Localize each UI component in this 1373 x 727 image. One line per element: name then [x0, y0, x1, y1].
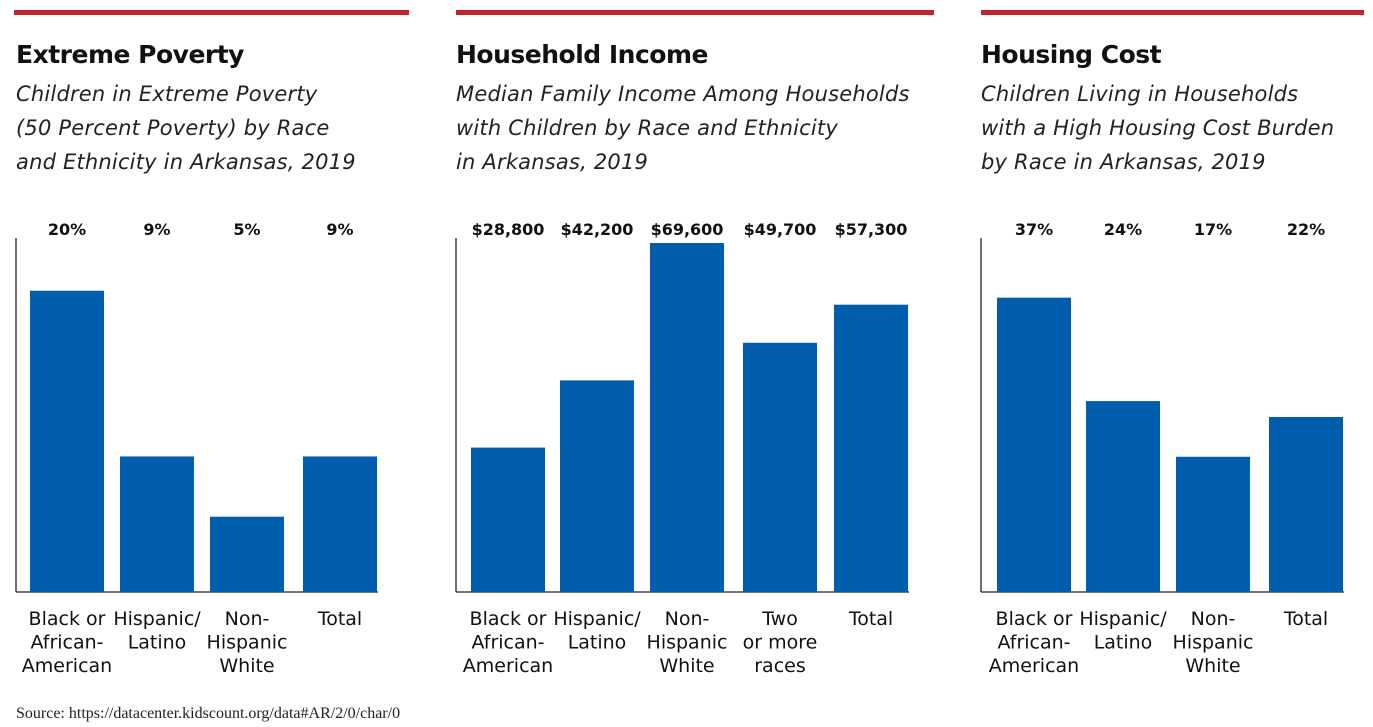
category-label-line: White	[219, 655, 274, 677]
category-label-line: Non-	[1191, 608, 1236, 630]
category-label-line: Black or	[29, 608, 106, 630]
panel-extreme-poverty: Extreme Poverty Children in Extreme Pove…	[14, 0, 411, 700]
accent-rule	[14, 10, 409, 15]
category-label-line: American	[22, 655, 112, 677]
value-label: $57,300	[835, 220, 908, 239]
category-label-line: Black or	[470, 608, 547, 630]
bar	[560, 380, 634, 592]
bar	[210, 516, 284, 592]
category-label-line: or more	[743, 632, 818, 654]
panel-title: Housing Cost	[981, 40, 1162, 69]
category-label-line: Black or	[996, 608, 1073, 630]
panel-title: Household Income	[456, 40, 708, 69]
panel-subtitle: Median Family Income Among Households wi…	[456, 82, 910, 174]
panel-title: Extreme Poverty	[16, 40, 244, 69]
source-note: Source: https://datacenter.kidscount.org…	[16, 705, 401, 722]
bar	[997, 297, 1071, 592]
category-label-line: Latino	[128, 632, 187, 654]
bar	[471, 447, 545, 592]
housing-cost-chart: 37% Black or African-American 24% Hispanic/L…	[980, 220, 1344, 677]
category-label: Black or African-American	[22, 608, 112, 677]
category-label-line: Total	[1283, 608, 1328, 630]
bar	[1176, 456, 1250, 592]
category-label-line: Non-	[225, 608, 270, 630]
category-label: Total	[848, 608, 893, 630]
category-label-line: Total	[317, 608, 362, 630]
category-label-line: Hispanic	[207, 632, 288, 654]
bar	[120, 456, 194, 592]
category-label: Total	[1283, 608, 1328, 630]
category-label: Total	[317, 608, 362, 630]
category-label-line: Latino	[568, 632, 627, 654]
category-label-line: Hispanic/	[113, 608, 201, 630]
category-label-line: Total	[848, 608, 893, 630]
value-label: $42,200	[561, 220, 634, 239]
category-label: Black or African-American	[989, 608, 1079, 677]
panel-household-income: Household Income Median Family Income Am…	[455, 0, 936, 700]
category-label-line: African-	[30, 632, 103, 654]
panel-subtitle: Children in Extreme Poverty (50 Percent …	[16, 82, 356, 174]
category-label-line: Two	[761, 608, 798, 630]
category-label-line: American	[463, 655, 553, 677]
value-label: 22%	[1287, 220, 1325, 239]
value-label: 20%	[48, 220, 86, 239]
category-label: Non-Hispanic White	[1173, 608, 1254, 677]
category-label: Black or African-American	[463, 608, 553, 677]
accent-rule	[456, 10, 934, 15]
value-label: 37%	[1015, 220, 1053, 239]
category-label-line: races	[754, 655, 806, 677]
category-label-line: Latino	[1094, 632, 1153, 654]
value-label: $49,700	[744, 220, 817, 239]
category-label-line: American	[989, 655, 1079, 677]
bar	[1269, 416, 1343, 592]
category-label-line: Non-	[665, 608, 710, 630]
bar	[743, 342, 817, 592]
category-label: Two or more races	[743, 608, 818, 677]
category-label-line: Hispanic/	[553, 608, 641, 630]
bar	[30, 290, 104, 592]
extreme-poverty-chart: 20% Black or African-American 9% Hispanic/La…	[15, 220, 378, 677]
panel-housing-cost: Housing Cost Children Living in Househol…	[980, 0, 1366, 700]
accent-rule	[981, 10, 1364, 15]
category-label: Non-Hispanic White	[647, 608, 728, 677]
category-label: Hispanic/Latino	[553, 608, 641, 654]
bar	[650, 243, 724, 592]
value-label: 9%	[326, 220, 353, 239]
category-label-line: White	[1185, 655, 1240, 677]
category-label: Hispanic/Latino	[113, 608, 201, 654]
panel-subtitle: Children Living in Households with a Hig…	[981, 82, 1335, 174]
household-income-chart: $28,800 Black or African-American $42,200 Hi…	[455, 220, 909, 677]
category-label-line: African-	[997, 632, 1070, 654]
category-label-line: Hispanic	[647, 632, 728, 654]
value-label: $69,600	[651, 220, 724, 239]
value-label: 5%	[233, 220, 260, 239]
bar	[834, 304, 908, 592]
category-label-line: Hispanic	[1173, 632, 1254, 654]
bar	[303, 456, 377, 592]
category-label: Hispanic/Latino	[1079, 608, 1167, 654]
category-label-line: Hispanic/	[1079, 608, 1167, 630]
value-label: 17%	[1194, 220, 1232, 239]
value-label: 24%	[1104, 220, 1142, 239]
bar	[1086, 401, 1160, 592]
category-label: Non-Hispanic White	[207, 608, 288, 677]
category-label-line: African-	[471, 632, 544, 654]
value-label: 9%	[143, 220, 170, 239]
value-label: $28,800	[472, 220, 545, 239]
category-label-line: White	[659, 655, 714, 677]
